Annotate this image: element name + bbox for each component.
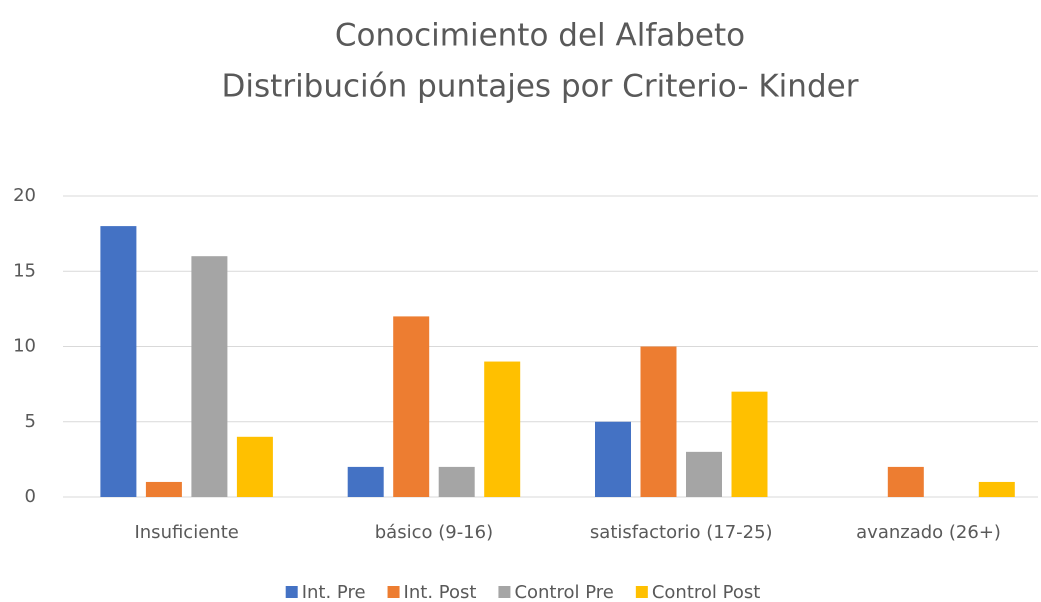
bar (887, 466, 924, 497)
x-tick-label: satisfactorio (17-25) (590, 522, 773, 543)
legend-swatch (498, 586, 511, 598)
legend-label: Int. Pre (302, 582, 366, 602)
y-tick-label: 20 (13, 185, 36, 206)
bar (978, 481, 1015, 497)
y-tick-label: 15 (13, 260, 36, 281)
y-tick-label: 5 (25, 411, 36, 432)
bar (686, 451, 722, 497)
bar (640, 346, 677, 497)
y-tick-label: 0 (25, 486, 36, 507)
bar (145, 481, 182, 497)
x-tick-label: básico (9-16) (375, 522, 493, 543)
chart-title: Conocimiento del Alfabeto (335, 18, 745, 54)
bar (438, 466, 475, 497)
y-tick-label: 10 (13, 336, 36, 357)
bar (191, 256, 228, 497)
bar (484, 361, 521, 497)
bar (595, 421, 631, 497)
bar (236, 436, 273, 497)
x-tick-label: Insuficiente (134, 522, 238, 543)
bar (347, 466, 384, 497)
bar (393, 316, 430, 497)
bar (731, 391, 768, 497)
chart-subtitle: Distribución puntajes por Criterio- Kind… (222, 69, 859, 105)
legend-swatch (387, 586, 400, 598)
legend-label: Control Post (652, 582, 760, 602)
legend-swatch (635, 586, 648, 598)
legend-label: Int. Post (404, 582, 477, 602)
legend-label: Control Pre (514, 582, 613, 602)
x-tick-label: avanzado (26+) (856, 522, 1001, 543)
bar (100, 226, 137, 497)
legend-swatch (285, 586, 298, 598)
